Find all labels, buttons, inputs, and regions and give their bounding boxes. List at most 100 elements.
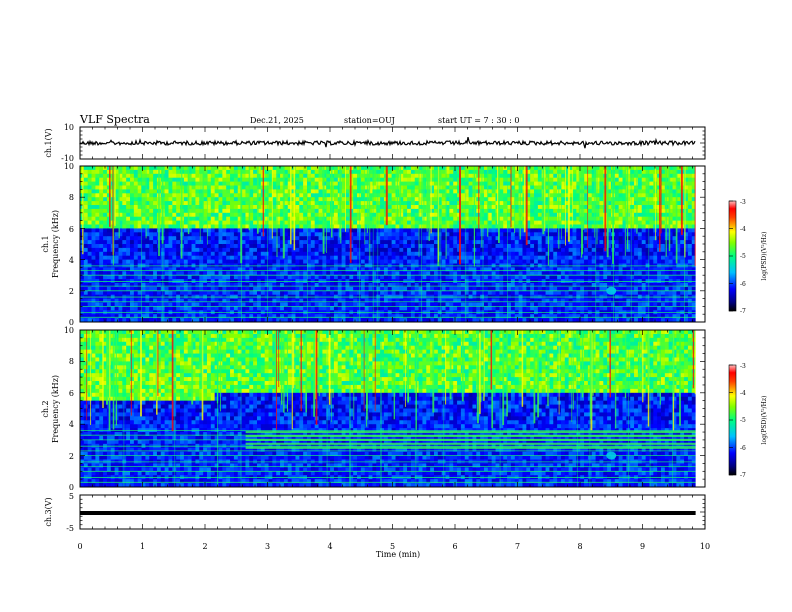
spectrogram-cell [249, 224, 254, 229]
spectrogram-cell [499, 267, 504, 272]
spectrogram-cell [222, 177, 227, 183]
spectrogram-cell [118, 212, 123, 218]
spectrogram-cell [472, 290, 477, 296]
spectrogram-cell [303, 275, 308, 280]
spectrogram-cell [126, 228, 131, 233]
spectrogram-cell [449, 193, 454, 198]
spectrogram-cell [130, 216, 135, 222]
spectrogram-cell [295, 290, 300, 296]
spectrogram-cell [387, 283, 393, 288]
spectrogram-cell [480, 244, 485, 249]
spectrogram-cell [530, 302, 535, 307]
spectrogram-cell [260, 240, 266, 245]
spectrogram-cell [445, 189, 450, 194]
spectrogram-cell [318, 275, 323, 280]
spectrogram-cell [387, 216, 393, 222]
spectrogram-cell [468, 177, 474, 183]
spectrogram-cell [353, 255, 358, 261]
spectrogram-cell [206, 173, 212, 179]
spectrogram-cell [526, 212, 531, 218]
spectrogram-cell [183, 169, 189, 175]
spectrogram-cell [283, 236, 289, 241]
spectrogram-cell [476, 228, 481, 233]
spectrogram-cell [403, 189, 408, 194]
spectrogram-cell [149, 228, 154, 233]
spectrogram-cell [499, 271, 504, 276]
spectrogram-cell [372, 212, 377, 218]
spectrogram-cell [326, 220, 331, 226]
spectrogram-cell [545, 169, 551, 175]
spectrogram-cell [233, 181, 239, 187]
spectrogram-cell [299, 169, 304, 175]
spectrogram-cell [407, 302, 412, 307]
spectrogram-cell [480, 166, 485, 171]
spectrogram-cell [457, 271, 462, 276]
spectrogram-cell [206, 181, 212, 187]
spectrogram-cell [510, 290, 516, 296]
spectrogram-cell [272, 212, 277, 218]
spectrogram-cell [472, 267, 477, 272]
spectrogram-cell [445, 302, 450, 307]
spectrogram-cell [214, 224, 220, 229]
spectrogram-cell [133, 205, 139, 210]
spectrogram-cell [414, 193, 420, 198]
spectrogram-cell [307, 177, 312, 183]
spectrogram-cell [503, 267, 508, 272]
spectrogram-cell [453, 212, 458, 218]
spectrogram-cell [180, 267, 185, 272]
spectrogram-cell [260, 255, 266, 261]
spectrogram-cell [460, 302, 466, 307]
spectrogram-cell [203, 228, 208, 233]
spectrogram-cell [318, 306, 323, 311]
spectrogram-cell [291, 290, 297, 296]
spectrogram-cell [164, 271, 170, 276]
spectrogram-cell [545, 216, 551, 222]
spectrogram-cell [514, 283, 520, 288]
spectrogram-cell [187, 197, 193, 202]
spectrogram-cell [80, 290, 85, 296]
spectrogram-cell [145, 286, 150, 292]
spectrogram-cell [368, 220, 374, 226]
spectrogram-cell [264, 169, 270, 175]
spectrogram-cell [383, 271, 389, 276]
spectrogram-cell [376, 275, 381, 280]
spectrogram-cell [287, 197, 293, 202]
spectrogram-cell [249, 220, 254, 226]
spectrogram-cell [437, 193, 443, 198]
spectrogram-cell [145, 205, 150, 210]
spectrogram-cell [264, 212, 270, 218]
spectrogram-cell [403, 212, 408, 218]
spectrogram-cell [376, 283, 381, 288]
spectrogram-cell [453, 244, 458, 249]
spectrogram-cell [360, 189, 366, 194]
spectrogram-cell [222, 318, 227, 322]
spectrogram-cell [534, 267, 539, 272]
spectrogram-cell [218, 236, 223, 241]
spectrogram-cell [445, 275, 450, 280]
spectrogram-cell [526, 236, 531, 241]
spectrogram-cell [314, 318, 320, 322]
spectrogram-cell [276, 286, 281, 292]
spectrogram-cell [176, 271, 181, 276]
spectrogram-cell [245, 298, 250, 304]
spectrogram-cell [149, 216, 154, 222]
spectrogram-cell [114, 318, 120, 322]
spectrogram-cell [491, 306, 497, 311]
spectrogram-cell [122, 166, 127, 171]
spectrogram-cell [87, 286, 93, 292]
spectrogram-cell [476, 259, 481, 265]
spectrogram-cell [372, 247, 377, 253]
spectrogram-cell [476, 271, 481, 276]
spectrogram-cell [118, 220, 123, 226]
spectrogram-cell [503, 318, 508, 322]
spectrogram-cell [449, 201, 454, 206]
spectrogram-cell [380, 247, 385, 253]
spectrogram-cell [260, 236, 266, 241]
spectrogram-cell [118, 193, 123, 198]
spectrogram-cell [376, 302, 381, 307]
spectrogram-cell [357, 247, 362, 253]
spectrogram-cell [168, 298, 173, 304]
spectrogram-cell [233, 208, 239, 214]
spectrogram-cell [183, 271, 189, 276]
spectrogram-cell [422, 286, 427, 292]
